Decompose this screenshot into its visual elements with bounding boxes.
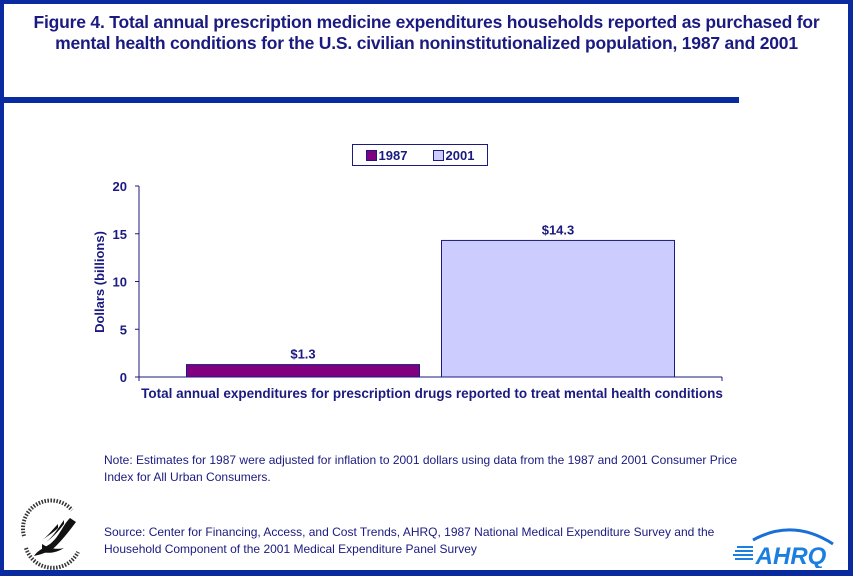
legend-label-1987: 1987: [378, 147, 408, 163]
figure-title: Figure 4. Total annual prescription medi…: [33, 12, 820, 53]
chart-legend: 1987 2001: [352, 144, 488, 166]
legend-swatch-1987: [365, 149, 377, 161]
data-label-1987: $1.3: [290, 347, 315, 362]
bar-2001: [441, 239, 675, 378]
bars: $1.3 $14.3: [186, 222, 675, 378]
legend-label-2001: 2001: [445, 147, 475, 163]
data-label-2001: $14.3: [542, 222, 575, 237]
y-tick-label: 5: [120, 322, 127, 337]
ahrq-logo-text: AHRQ: [755, 543, 827, 568]
y-tick-label: 10: [113, 275, 127, 290]
source-text: Source: Center for Financing, Access, an…: [104, 525, 715, 556]
ahrq-logo-icon: AHRQ: [733, 528, 834, 568]
legend-item-2001: 2001: [432, 147, 475, 163]
y-tick-label: 20: [113, 179, 127, 194]
x-category-label: Total annual expenditures for prescripti…: [141, 386, 723, 401]
note-text: Note: Estimates for 1987 were adjusted f…: [104, 453, 738, 484]
y-tick-label: 0: [120, 370, 127, 385]
y-axis-label: Dollars (billions): [92, 231, 107, 333]
title-divider: [0, 97, 739, 103]
y-axis: 0 5 10 15 20: [113, 179, 723, 385]
legend-item-1987: 1987: [365, 147, 408, 163]
y-tick-label: 15: [113, 227, 127, 242]
hhs-seal-icon: [17, 498, 87, 570]
legend-swatch-2001: [432, 149, 444, 161]
bar-1987: [186, 364, 420, 378]
